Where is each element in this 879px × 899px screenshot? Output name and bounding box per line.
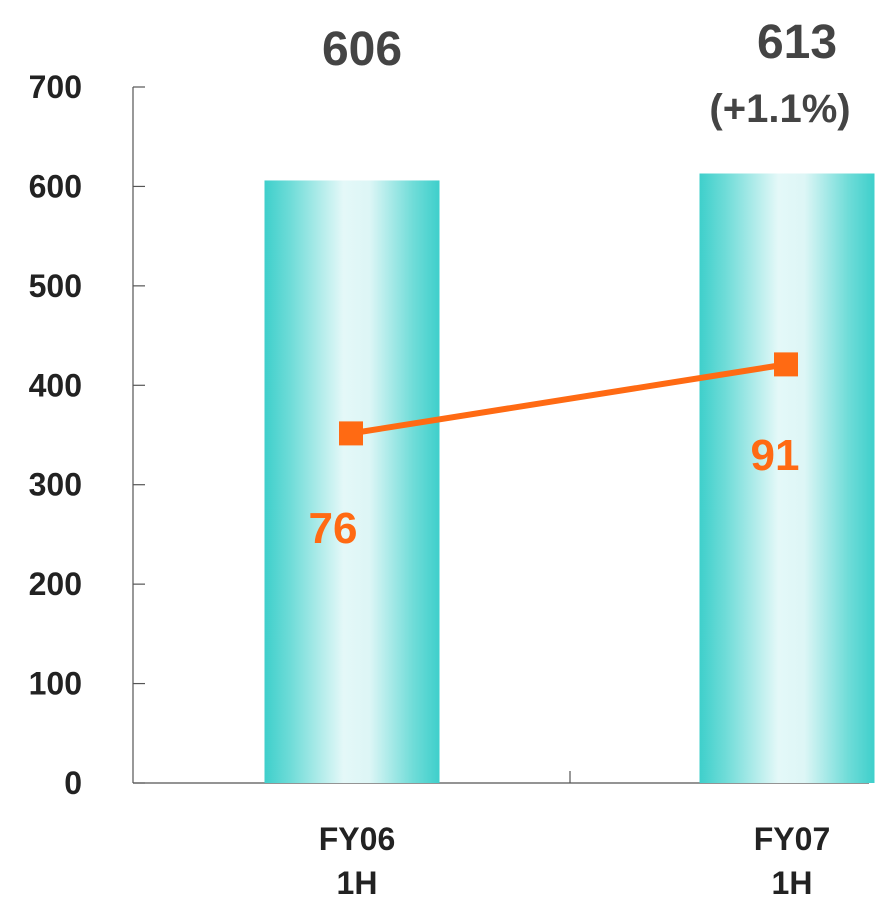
y-tick-label: 200 [29,566,82,602]
x-tick-label: FY07 [754,821,830,857]
bars [264,173,875,783]
labels: 606 613 (+1.1%) FY06 1H FY07 1H 76 91 [309,16,851,899]
line-value-label: 91 [751,431,800,480]
y-tick-label: 700 [29,69,82,105]
bar-value-label: 606 [322,23,402,76]
line-value-label: 76 [309,504,358,553]
line-series [339,352,798,446]
bar [699,173,875,783]
y-tick-label: 0 [64,765,82,801]
x-tick-label: 1H [772,865,813,899]
bar-change-label: (+1.1%) [709,87,850,131]
y-tick-label: 100 [29,666,82,702]
line-marker [774,352,798,377]
y-tick-label: 600 [29,168,82,204]
x-tick-label: 1H [337,865,378,899]
line-path [350,361,787,437]
y-tick-label: 300 [29,467,82,503]
x-tick-label: FY06 [319,821,395,857]
axes: 0 100 200 300 400 500 600 700 [29,69,869,801]
y-tick-label: 500 [29,268,82,304]
bar-value-label: 613 [757,16,837,69]
line-marker [339,421,363,446]
bar [264,180,440,783]
y-tick-label: 400 [29,367,82,403]
